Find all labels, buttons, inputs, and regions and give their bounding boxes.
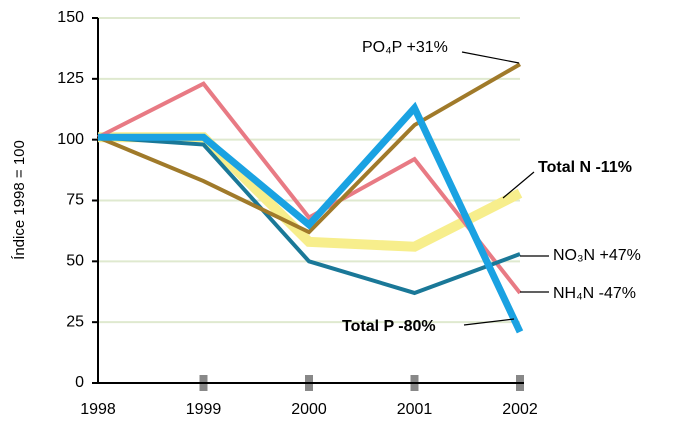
series-label: Total P -80%: [342, 318, 436, 335]
leader-line: [502, 171, 535, 199]
y-tick-label: 25: [66, 313, 84, 330]
series-line: [98, 101, 524, 334]
y-tick-label: 150: [57, 9, 84, 26]
series-label: Total N -11%: [538, 159, 632, 176]
x-tick-label: 1999: [186, 401, 222, 418]
x-tick-label: 2000: [291, 401, 327, 418]
y-tick-label: 75: [66, 192, 84, 209]
y-tick-label: 125: [57, 70, 84, 87]
series-line: [97, 81, 522, 295]
y-tick-label: 100: [57, 131, 84, 148]
x-tick-label: 2002: [502, 401, 538, 418]
leader-line: [461, 51, 520, 64]
y-axis-label: Índice 1998 = 100: [11, 140, 28, 260]
x-tick-label: 1998: [80, 401, 116, 418]
y-tick-label: 50: [66, 253, 84, 270]
y-tick-label: 0: [75, 374, 84, 391]
series-label: NH₄N -47%: [553, 285, 636, 302]
x-tick-label: 2001: [397, 401, 433, 418]
series-label: PO₄P +31%: [362, 39, 448, 56]
series-label: NO₃N +47%: [553, 247, 641, 264]
leader-line: [463, 318, 515, 326]
series-line: [97, 135, 521, 296]
series-line: [97, 62, 521, 235]
